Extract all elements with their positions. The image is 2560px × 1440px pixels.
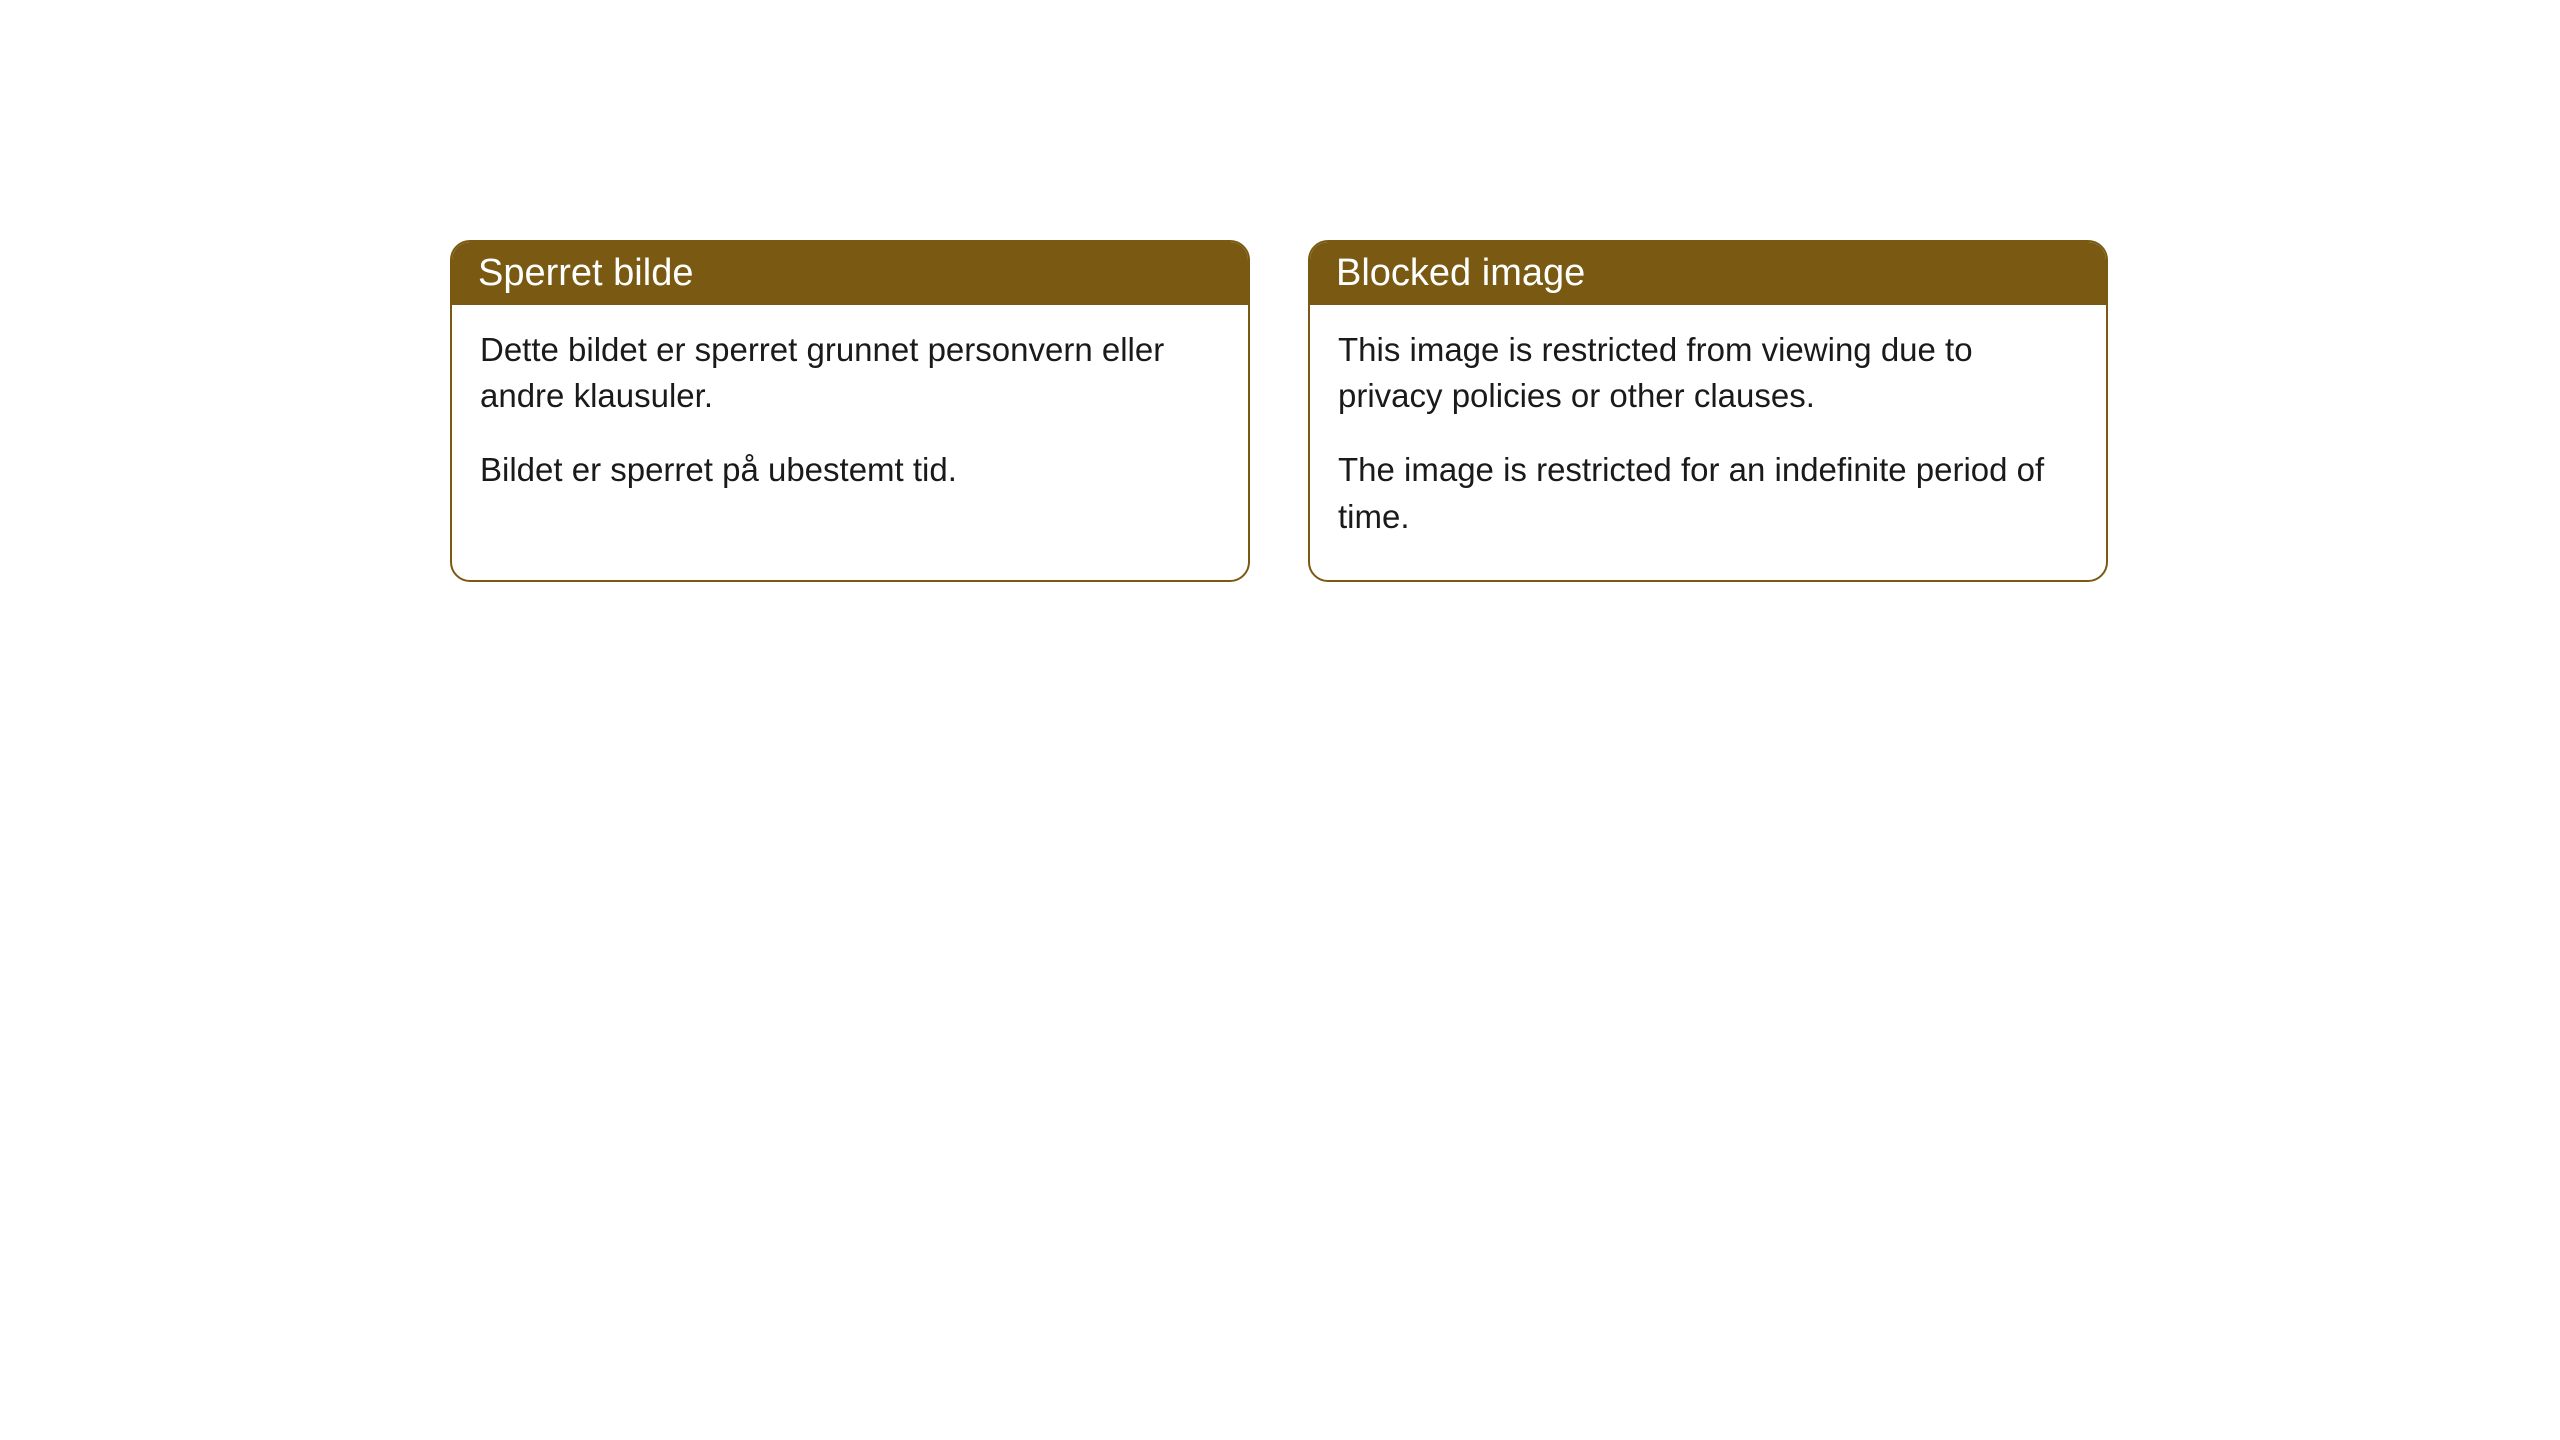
notice-card-english: Blocked image This image is restricted f… xyxy=(1308,240,2108,582)
card-header: Blocked image xyxy=(1310,242,2106,305)
card-title: Blocked image xyxy=(1336,252,1585,294)
card-paragraph: The image is restricted for an indefinit… xyxy=(1338,447,2078,539)
notice-cards-container: Sperret bilde Dette bildet er sperret gr… xyxy=(450,240,2108,582)
notice-card-norwegian: Sperret bilde Dette bildet er sperret gr… xyxy=(450,240,1250,582)
card-body: This image is restricted from viewing du… xyxy=(1310,305,2106,580)
card-header: Sperret bilde xyxy=(452,242,1248,305)
card-paragraph: This image is restricted from viewing du… xyxy=(1338,327,2078,419)
card-paragraph: Dette bildet er sperret grunnet personve… xyxy=(480,327,1220,419)
card-title: Sperret bilde xyxy=(478,252,693,294)
card-body: Dette bildet er sperret grunnet personve… xyxy=(452,305,1248,534)
card-paragraph: Bildet er sperret på ubestemt tid. xyxy=(480,447,1220,493)
